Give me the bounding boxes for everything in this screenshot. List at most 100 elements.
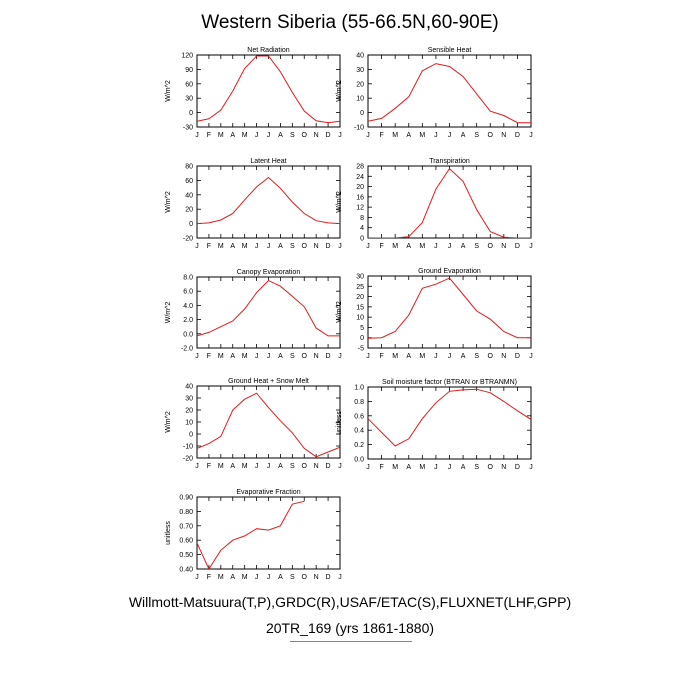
x-tick-label: J [366, 243, 370, 250]
x-tick-label: J [338, 243, 342, 250]
x-tick-label: A [230, 574, 235, 581]
x-tick-label: J [267, 353, 271, 360]
x-tick-label: A [461, 132, 466, 139]
y-tick-label: 20 [356, 184, 364, 191]
x-tick-label: J [366, 353, 370, 360]
x-tick-label: A [461, 464, 466, 471]
plot-frame [367, 54, 532, 128]
y-tick-label: 0.50 [179, 552, 193, 559]
y-axis-label: W/m^2 [336, 301, 343, 323]
chart-title: Evaporative Fraction [236, 489, 300, 496]
chart-title: Canopy Evaporation [237, 269, 301, 276]
x-tick-label: O [302, 132, 308, 139]
x-tick-label: D [515, 464, 520, 471]
x-tick-label: N [314, 243, 319, 250]
x-tick-label: F [207, 353, 211, 360]
y-tick-label: 0.0 [354, 457, 364, 464]
y-tick-label: 20 [185, 207, 193, 214]
y-tick-label: 0.6 [354, 413, 364, 420]
x-tick-label: N [501, 132, 506, 139]
plot-frame [367, 275, 532, 349]
x-tick-label: S [290, 243, 295, 250]
x-tick-label: A [230, 243, 235, 250]
y-tick-label: 0.2 [354, 442, 364, 449]
x-tick-label: O [302, 243, 308, 250]
x-tick-label: M [419, 464, 425, 471]
x-tick-label: M [419, 353, 425, 360]
x-tick-label: J [195, 463, 199, 470]
x-tick-label: J [434, 353, 438, 360]
y-tick-label: 2.0 [183, 317, 193, 324]
y-tick-label: 8.0 [183, 275, 193, 282]
x-tick-label: J [267, 463, 271, 470]
x-tick-label: J [267, 132, 271, 139]
x-tick-label: J [255, 132, 259, 139]
data-source-caption: Willmott-Matsuura(T,P),GRDC(R),USAF/ETAC… [128, 594, 572, 610]
y-tick-label: -30 [183, 125, 193, 132]
chart-panel-6: Ground Evaporation -5 0 5 10 15 20 25 30 J F M A M J J A… [336, 268, 533, 360]
x-tick-label: J [195, 243, 199, 250]
x-tick-label: M [218, 353, 224, 360]
y-axis-label: W/m^2 [165, 302, 172, 324]
x-tick-label: J [255, 243, 259, 250]
x-tick-label: D [326, 132, 331, 139]
y-tick-label: 6.0 [183, 289, 193, 296]
y-tick-label: 0 [189, 432, 193, 439]
x-tick-label: J [434, 243, 438, 250]
chart-panel-8: Soil moisture factor (BTRAN or BTRANMN) 0… [336, 379, 533, 471]
chart-panel-2: Sensible Heat -10 0 10 20 30 40 J F M A M J J A S O N D J W/… [336, 47, 533, 139]
y-tick-label: 16 [356, 194, 364, 201]
y-tick-label: 0 [360, 236, 364, 243]
chart-panel-9: Evaporative Fraction 0.40 0.50 0.60 0.70 0.80… [165, 489, 342, 581]
x-tick-label: J [529, 353, 533, 360]
x-tick-label: J [195, 353, 199, 360]
plot-frame [367, 165, 532, 239]
x-tick-label: A [406, 243, 411, 250]
chart-title: Soil moisture factor (BTRAN or BTRANMN) [382, 379, 517, 386]
plot-frame [367, 386, 532, 460]
y-tick-label: 4 [360, 225, 364, 232]
x-tick-label: M [392, 243, 398, 250]
y-tick-label: 24 [356, 174, 364, 181]
series-line [197, 500, 305, 569]
y-tick-label: -2.0 [181, 346, 193, 353]
x-tick-label: J [255, 574, 259, 581]
x-tick-label: M [218, 243, 224, 250]
x-tick-label: J [448, 353, 452, 360]
x-tick-label: M [242, 243, 248, 250]
chart-title: Transpiration [429, 158, 470, 165]
x-tick-label: A [406, 353, 411, 360]
chart-panel-4: Transpiration 0 4 8 12 16 20 24 28 J F M A M J J A S O N D J W… [336, 158, 533, 250]
y-tick-label: 1.0 [354, 385, 364, 392]
y-axis-label: W/m^2 [165, 411, 172, 433]
y-axis-label: W/m^2 [165, 191, 172, 213]
x-tick-label: N [314, 574, 319, 581]
chart-panel-5: Canopy Evaporation-2.00.02.04.06.08.0J F M… [165, 269, 342, 360]
x-tick-label: A [461, 243, 466, 250]
x-tick-label: J [338, 574, 342, 581]
x-tick-label: N [501, 353, 506, 360]
x-tick-label: J [338, 463, 342, 470]
y-tick-label: 80 [185, 164, 193, 171]
y-tick-label: 15 [356, 304, 364, 311]
series-line [368, 63, 531, 124]
y-tick-label: 0 [189, 221, 193, 228]
figure-title: Western Siberia (55-66.5N,60-90E) [201, 12, 499, 33]
x-tick-label: F [379, 353, 383, 360]
caption-underline [290, 641, 412, 642]
y-tick-label: 28 [356, 164, 364, 171]
x-tick-label: O [488, 243, 494, 250]
y-tick-label: 8 [360, 215, 364, 222]
y-tick-label: 0.8 [354, 399, 364, 406]
x-tick-label: A [278, 574, 283, 581]
x-tick-label: D [515, 132, 520, 139]
series-line [368, 277, 531, 339]
chart-panel-7: Ground Heat + Snow Melt -20 -10 0 10 20 30 40 J F… [165, 378, 342, 470]
x-tick-label: J [434, 464, 438, 471]
chart-title: Sensible Heat [428, 47, 472, 54]
plot-frame [196, 496, 341, 570]
x-tick-label: D [326, 463, 331, 470]
x-tick-label: M [242, 353, 248, 360]
